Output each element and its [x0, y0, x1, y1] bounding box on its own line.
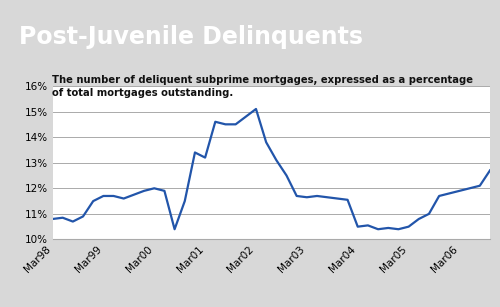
- Text: The number of deliquent subprime mortgages, expressed as a percentage
of total m: The number of deliquent subprime mortgag…: [52, 75, 474, 99]
- Text: Post-Juvenile Delinquents: Post-Juvenile Delinquents: [19, 25, 363, 49]
